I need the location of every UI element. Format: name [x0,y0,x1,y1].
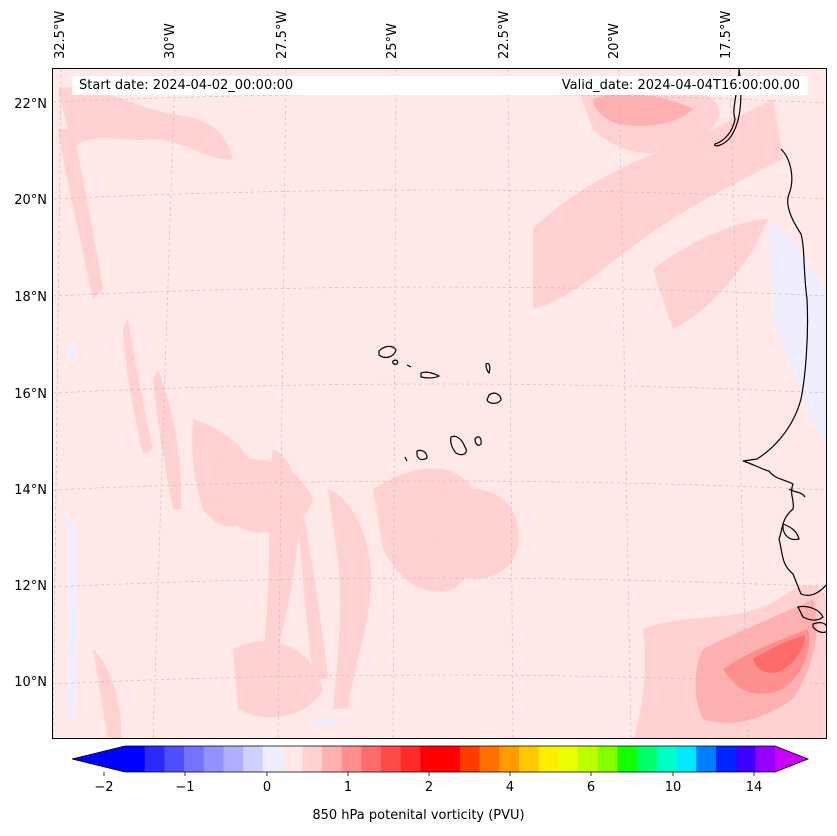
cape-verde-islands [378,345,502,462]
colorbar-segment [184,746,205,772]
colorbar-segment [321,746,343,772]
lon-label-30w: 30°W [163,23,178,59]
colorbar-segment [597,746,618,772]
colorbar-label: 850 hPa potenital vorticity (PVU) [312,808,525,823]
colorbar-segment [420,746,441,772]
start-date-text: Start date: 2024-04-02_00:00:00 [79,78,294,93]
colorbar-segment [558,746,579,772]
colorbar-segment [499,746,520,772]
lat-label-18n: 18°N [14,290,47,305]
colorbar-segment [164,746,185,772]
cb-tick-0: 0 [262,780,272,795]
lat-label-20n: 20°N [14,193,47,208]
colorbar-segment [538,746,559,772]
colorbar-segment [676,746,697,772]
peak-pv-areas [753,635,805,673]
lon-label-25w: 25°W [385,23,400,59]
lon-label-20w: 20°W [607,23,622,59]
colorbar-segment [381,746,402,772]
date-info-strip: Start date: 2024-04-02_00:00:00 Valid_da… [72,76,808,95]
lat-label-22n: 22°N [14,97,47,112]
colorbar-segment [440,746,461,772]
colorbar-segment [302,746,323,772]
negative-pv-areas [65,219,826,729]
colorbar-bar [71,745,810,776]
cb-tick-minus2: −2 [94,780,114,795]
valid-date-text: Valid_date: 2024-04-04T16:00:00.00 [561,78,800,93]
colorbar-segment [617,746,638,772]
african-coastline [714,69,826,633]
colorbar-outline [71,745,810,773]
lat-label-10n: 10°N [14,675,47,690]
colorbar-segment [243,746,264,772]
lat-label-12n: 12°N [14,579,47,594]
colorbar-segment [361,746,382,772]
colorbar-segment [341,746,362,772]
cb-tick-10: 10 [664,780,682,795]
lon-label-32.5w: 32.5°W [53,10,68,59]
colorbar: −2 −1 0 1 2 4 6 10 14 850 hPa potenital … [0,744,837,836]
colorbar-segment [479,746,500,772]
colorbar-segment [144,746,165,772]
map-panel[interactable] [52,68,827,739]
lat-label-14n: 14°N [14,483,47,498]
cb-tick-4: 4 [505,780,515,795]
colorbar-segment [400,746,421,772]
colorbar-segment [125,746,146,772]
colorbar-segment [735,746,756,772]
colorbar-segment [755,746,776,772]
lat-label-16n: 16°N [14,387,47,402]
cb-tick-2: 2 [424,780,434,795]
colorbar-segment [282,746,303,772]
map-canvas [53,69,826,738]
lon-label-22.5w: 22.5°W [497,10,512,59]
colorbar-segment [637,746,658,772]
low-pv-areas [58,81,826,738]
lon-label-17.5w: 17.5°W [719,10,734,59]
cb-tick-14: 14 [745,780,763,795]
cb-tick-minus1: −1 [175,780,195,795]
colorbar-segment [715,746,737,772]
colorbar-segment [578,746,599,772]
colorbar-segment [696,746,717,772]
colorbar-segment [223,746,244,772]
colorbar-over-arrow [775,746,808,772]
cb-tick-6: 6 [586,780,596,795]
colorbar-segment [203,746,224,772]
colorbar-segment [262,746,284,772]
colorbar-under-arrow [72,746,125,772]
colorbar-segment [518,746,540,772]
cb-tick-1: 1 [343,780,353,795]
colorbar-segment [656,746,678,772]
colorbar-segment [459,746,481,772]
lon-label-27.5w: 27.5°W [275,10,290,59]
